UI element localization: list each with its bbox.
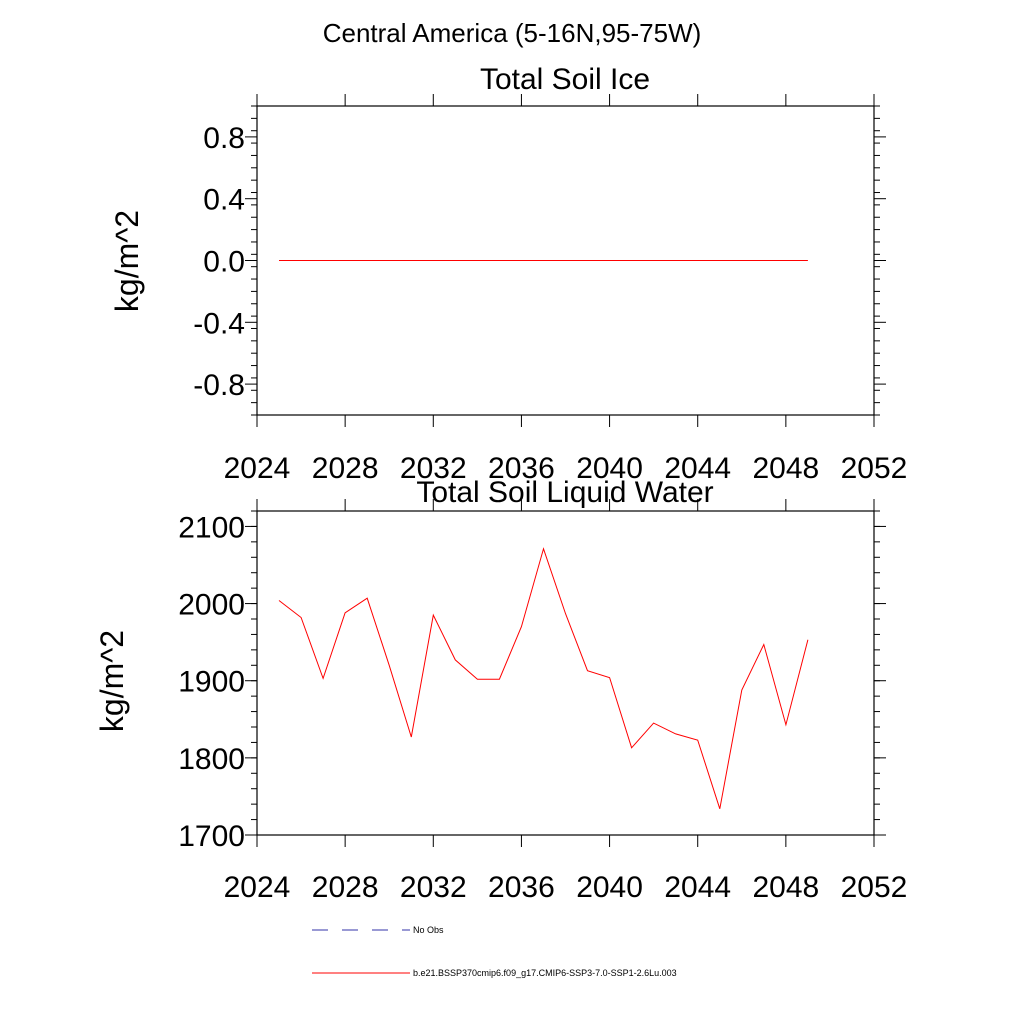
x-axis-soil-ice: 2024 2028 2032 2036 2040 2044 2048 2052 [224, 94, 908, 485]
y-axis-label-soil-ice: kg/m^2 [109, 210, 145, 312]
x-tick-label: 2028 [312, 871, 379, 904]
y-tick-label: 1800 [178, 743, 245, 776]
legend-label-no-obs: No Obs [413, 925, 444, 935]
y-axis-soil-ice: 0.8 0.4 0.0 -0.4 -0.8 [193, 105, 886, 416]
x-axis-soil-liquid-water: 2024 2028 2032 2036 2040 2044 2048 2052 [224, 499, 908, 904]
series-layer-soil-liquid-water [278, 547, 809, 809]
x-tick-label: 2040 [576, 871, 643, 904]
y-axis-label-soil-liquid-water: kg/m^2 [94, 630, 130, 732]
y-tick-label: 0.8 [203, 122, 245, 155]
x-tick-label: 2036 [488, 452, 555, 485]
x-tick-label: 2024 [224, 452, 291, 485]
x-tick-label: 2052 [841, 871, 908, 904]
x-tick-label: 2044 [664, 452, 731, 485]
legend: No Obs b.e21.BSSP370cmip6.f09_g17.CMIP6-… [312, 925, 677, 978]
series-line-soil-liquid-water [278, 547, 809, 809]
x-tick-label: 2044 [664, 871, 731, 904]
plot-frame-soil-liquid-water [256, 510, 875, 836]
x-tick-label: 2048 [752, 452, 819, 485]
x-tick-label: 2052 [841, 452, 908, 485]
panel-title-soil-ice: Total Soil Ice [480, 63, 650, 96]
y-tick-label: 0.0 [203, 246, 245, 279]
x-tick-label: 2032 [400, 871, 467, 904]
figure-title: Central America (5-16N,95-75W) [323, 18, 702, 48]
x-tick-label: 2048 [752, 871, 819, 904]
y-tick-label: 2100 [178, 511, 245, 544]
y-tick-label: 2000 [178, 589, 245, 622]
x-tick-label: 2040 [576, 452, 643, 485]
panel-soil-liquid-water: Total Soil Liquid Water 2024 2028 2032 2036… [94, 476, 907, 904]
y-tick-label: 1700 [178, 820, 245, 853]
x-tick-label: 2024 [224, 871, 291, 904]
panel-soil-ice: Total Soil Ice 2024 2028 2032 2036 2040 2044 2… [109, 63, 907, 485]
y-axis-soil-liquid-water: 2100 2000 1900 1800 1700 [178, 510, 886, 853]
y-tick-label: 1900 [178, 666, 245, 699]
x-tick-label: 2028 [312, 452, 379, 485]
y-tick-label: -0.8 [193, 369, 245, 402]
y-tick-label: 0.4 [203, 184, 245, 217]
y-tick-label: -0.4 [193, 307, 245, 340]
x-tick-label: 2032 [400, 452, 467, 485]
panel-title-soil-liquid-water: Total Soil Liquid Water [416, 476, 713, 509]
x-tick-label: 2036 [488, 871, 555, 904]
legend-label-model: b.e21.BSSP370cmip6.f09_g17.CMIP6-SSP3-7.… [413, 968, 677, 978]
